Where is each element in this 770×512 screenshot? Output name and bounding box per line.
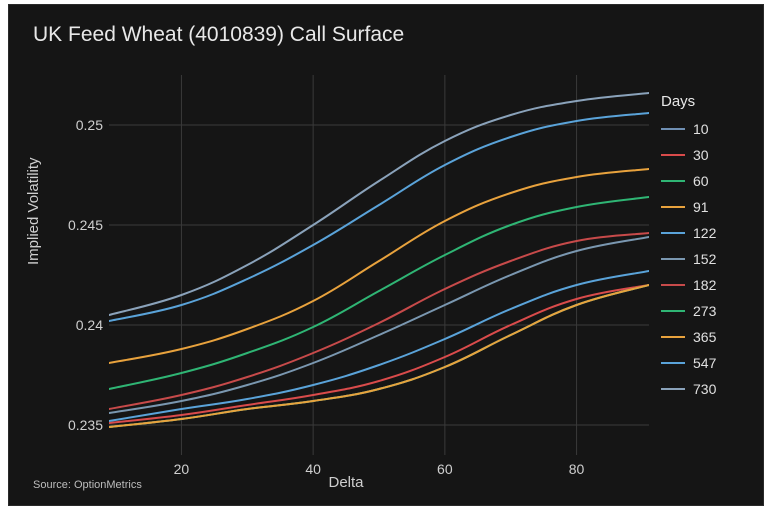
- x-tick-label: 20: [174, 461, 190, 477]
- legend: Days 10 30 60 91 122 152 182 273 365 547 730: [661, 93, 751, 402]
- y-axis-label: Implied Volatility: [25, 157, 42, 265]
- legend-swatch: [661, 128, 685, 130]
- chart-frame: UK Feed Wheat (4010839) Call Surface Imp…: [0, 0, 770, 512]
- legend-item: 182: [661, 272, 751, 298]
- legend-swatch: [661, 206, 685, 208]
- legend-item: 91: [661, 194, 751, 220]
- legend-label: 547: [693, 355, 716, 371]
- y-tick-label: 0.245: [59, 217, 103, 233]
- legend-label: 365: [693, 329, 716, 345]
- legend-label: 273: [693, 303, 716, 319]
- legend-item: 30: [661, 142, 751, 168]
- series-line: [109, 113, 649, 321]
- legend-swatch: [661, 232, 685, 234]
- legend-item: 152: [661, 246, 751, 272]
- series-line: [109, 197, 649, 389]
- legend-item: 547: [661, 350, 751, 376]
- legend-swatch: [661, 362, 685, 364]
- series-line: [109, 169, 649, 363]
- legend-label: 730: [693, 381, 716, 397]
- series-line: [109, 285, 649, 427]
- legend-label: 10: [693, 121, 709, 137]
- series-line: [109, 285, 649, 423]
- legend-swatch: [661, 154, 685, 156]
- legend-swatch: [661, 310, 685, 312]
- y-tick-label: 0.24: [59, 317, 103, 333]
- legend-swatch: [661, 336, 685, 338]
- legend-label: 152: [693, 251, 716, 267]
- legend-label: 122: [693, 225, 716, 241]
- legend-item: 122: [661, 220, 751, 246]
- legend-swatch: [661, 388, 685, 390]
- x-tick-label: 40: [305, 461, 321, 477]
- series-line: [109, 285, 649, 427]
- legend-item: 10: [661, 116, 751, 142]
- chart-title: UK Feed Wheat (4010839) Call Surface: [33, 23, 404, 47]
- legend-swatch: [661, 180, 685, 182]
- x-tick-label: 60: [437, 461, 453, 477]
- plot-area: [109, 75, 649, 455]
- series-line: [109, 285, 649, 427]
- legend-label: 182: [693, 277, 716, 293]
- legend-title: Days: [661, 93, 751, 110]
- plot-svg: [109, 75, 649, 455]
- legend-swatch: [661, 258, 685, 260]
- legend-label: 91: [693, 199, 709, 215]
- legend-item: 273: [661, 298, 751, 324]
- chart-panel: UK Feed Wheat (4010839) Call Surface Imp…: [8, 4, 764, 506]
- legend-body: 10 30 60 91 122 152 182 273 365 547 730: [661, 116, 751, 402]
- legend-item: 730: [661, 376, 751, 402]
- series-line: [109, 233, 649, 409]
- legend-item: 60: [661, 168, 751, 194]
- y-tick-label: 0.25: [59, 117, 103, 133]
- legend-label: 60: [693, 173, 709, 189]
- legend-swatch: [661, 284, 685, 286]
- x-tick-label: 80: [569, 461, 585, 477]
- legend-label: 30: [693, 147, 709, 163]
- y-tick-label: 0.235: [59, 417, 103, 433]
- legend-item: 365: [661, 324, 751, 350]
- source-label: Source: OptionMetrics: [33, 479, 142, 491]
